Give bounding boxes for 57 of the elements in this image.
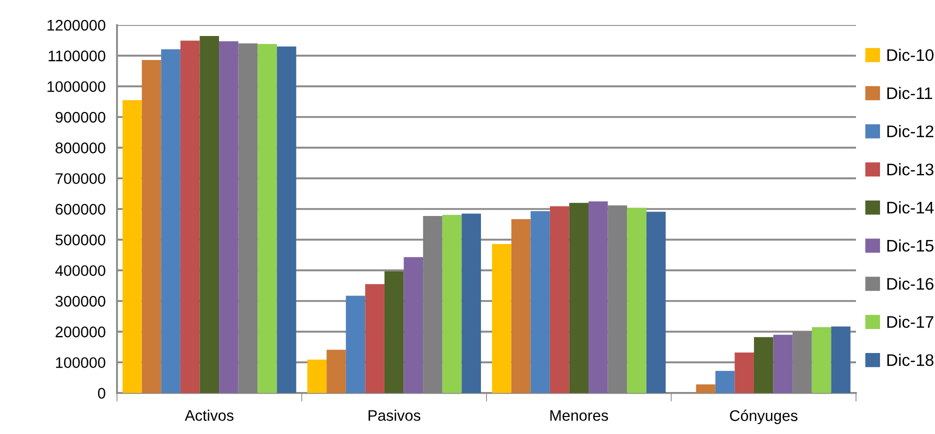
legend-label: Dic-14 xyxy=(887,201,934,214)
bar xyxy=(462,214,481,393)
bar xyxy=(715,370,735,393)
x-tick-label: Cónyuges xyxy=(730,410,798,424)
y-tick-label: 800000 xyxy=(56,142,106,154)
y-tick-label: 1100000 xyxy=(48,50,106,62)
y-tick-label: 0 xyxy=(98,388,106,399)
y-tick-label: 1200000 xyxy=(48,20,106,31)
bar xyxy=(276,46,296,393)
bar xyxy=(404,257,424,393)
y-tick-label: 1000000 xyxy=(48,81,106,92)
legend-label: Dic-15 xyxy=(887,239,934,252)
bar xyxy=(550,206,570,393)
bar xyxy=(142,60,162,393)
bar xyxy=(346,296,366,393)
legend-label: Dic-18 xyxy=(887,354,934,366)
y-tick-label: 100000 xyxy=(56,357,106,368)
y-tick-label: 300000 xyxy=(55,296,106,307)
y-tick-label: 200000 xyxy=(56,326,106,338)
bar xyxy=(161,49,180,393)
x-tick-label: Menores xyxy=(550,410,608,421)
y-tick-label: 600000 xyxy=(56,204,106,215)
bar xyxy=(627,208,646,393)
bar xyxy=(511,219,531,393)
bar xyxy=(180,40,200,393)
legend-label: Dic-10 xyxy=(887,48,934,62)
bar xyxy=(442,214,462,393)
bar xyxy=(384,271,404,393)
legend-label: Dic-17 xyxy=(887,316,934,328)
bar xyxy=(696,384,716,393)
bar xyxy=(734,352,754,393)
bar xyxy=(530,211,550,393)
bar xyxy=(219,41,238,393)
bar xyxy=(588,201,608,393)
bar xyxy=(646,212,666,393)
bar xyxy=(258,44,277,393)
bar xyxy=(200,36,220,393)
legend-label: Dic-13 xyxy=(887,163,934,176)
bar xyxy=(754,337,774,393)
x-tick-label: Activos xyxy=(184,410,234,421)
bar xyxy=(831,326,850,393)
bar xyxy=(365,284,384,393)
legend-label: Dic-11 xyxy=(887,86,932,100)
y-tick-label: 500000 xyxy=(56,234,106,246)
bar xyxy=(307,360,327,393)
bar xyxy=(122,100,142,393)
bar xyxy=(326,350,346,393)
x-tick-label: Pasivos xyxy=(368,410,420,421)
bar xyxy=(812,327,832,393)
y-tick-label: 900000 xyxy=(56,112,106,123)
bar xyxy=(569,202,589,393)
legend-label: Dic-16 xyxy=(887,278,934,290)
y-tick-label: 400000 xyxy=(55,265,106,276)
legend-label: Dic-12 xyxy=(887,125,934,138)
bar xyxy=(773,334,793,393)
bar xyxy=(492,244,512,393)
y-tick-label: 700000 xyxy=(56,173,106,184)
